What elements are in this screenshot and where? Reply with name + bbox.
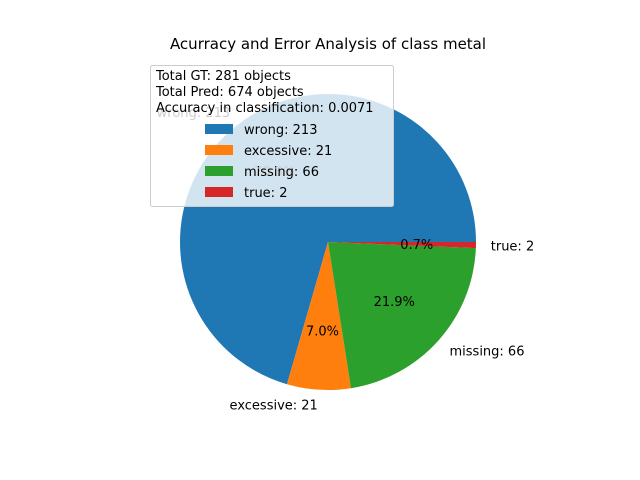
slice-label-excessive: excessive: 21 <box>230 398 318 413</box>
pie-slice-true <box>328 242 476 249</box>
pct-label-true: 0.7% <box>400 238 433 253</box>
legend-entry-true: true: 2 <box>244 186 287 201</box>
legend-entry-excessive: excessive: 21 <box>244 144 332 159</box>
legend-header-line: Total GT: 281 objects <box>155 69 291 84</box>
chart-title: Acurracy and Error Analysis of class met… <box>170 35 486 53</box>
slice-label-true: true: 2 <box>491 239 534 254</box>
legend-swatch-true <box>205 187 233 197</box>
pct-label-missing: 21.9% <box>374 295 415 310</box>
slice-label-missing: missing: 66 <box>450 344 525 359</box>
legend-swatch-excessive <box>205 145 233 155</box>
legend-swatch-wrong <box>205 124 233 134</box>
legend-header-line: Total Pred: 674 objects <box>155 85 304 100</box>
legend-entry-missing: missing: 66 <box>244 165 319 180</box>
legend-header-line: Accuracy in classification: 0.0071 <box>156 101 374 116</box>
legend-swatch-missing <box>205 166 233 176</box>
legend-entry-wrong: wrong: 213 <box>244 123 317 138</box>
pct-label-excessive: 7.0% <box>306 325 339 340</box>
pie-slice-excessive <box>286 242 352 390</box>
pie-slice-missing <box>328 242 476 389</box>
